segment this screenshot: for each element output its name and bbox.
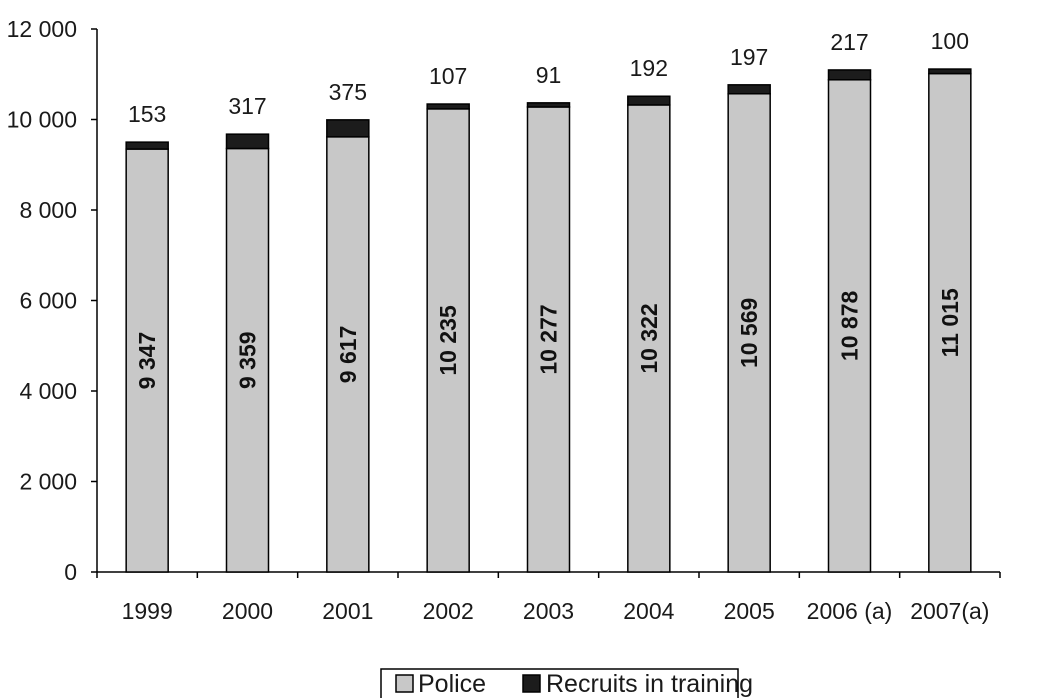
y-axis: 0 2 000 4 000 6 000 8 000 10 000 12 000 <box>7 16 98 585</box>
bar-recruits <box>827 69 872 81</box>
police-value-label: 10 277 <box>536 304 562 374</box>
x-tick-label: 2007(a) <box>910 598 989 624</box>
recruits-value-label: 192 <box>630 55 668 81</box>
x-tick-label: 2001 <box>322 598 373 624</box>
bar-police <box>827 79 872 573</box>
recruits-value-label: 375 <box>329 79 367 105</box>
recruits-value-label: 317 <box>228 93 266 119</box>
police-value-label: 10 878 <box>837 291 863 362</box>
police-value-label: 9 617 <box>335 326 361 384</box>
x-tick-label: 2002 <box>423 598 474 624</box>
legend-swatch-recruits <box>522 674 541 693</box>
y-tick-label: 6 000 <box>19 288 77 314</box>
police-value-label: 11 015 <box>937 288 963 357</box>
y-tick-label: 0 <box>64 559 77 585</box>
bar-recruits <box>727 84 771 95</box>
x-tick-label: 2000 <box>222 598 273 624</box>
bar-recruits <box>627 95 671 106</box>
bar-police <box>727 93 771 573</box>
legend-box <box>380 668 739 698</box>
police-value-label: 10 322 <box>636 303 662 373</box>
y-tick-label: 4 000 <box>19 378 77 404</box>
x-tick-label: 2004 <box>623 598 674 624</box>
y-tick-label: 12 000 <box>7 16 77 42</box>
data-labels: 153 9 347 317 9 359 375 9 617 107 10 235 91 10 27… <box>128 28 969 389</box>
legend-swatch-police <box>395 674 414 693</box>
recruits-value-label: 153 <box>128 101 166 127</box>
x-tick-label: 2003 <box>523 598 574 624</box>
recruits-value-label: 217 <box>830 29 868 55</box>
bar-recruits <box>928 68 972 75</box>
bar-recruits <box>526 102 571 108</box>
bar-police <box>627 104 671 573</box>
bar-police <box>426 108 470 573</box>
x-axis: 1999 2000 2001 2002 2003 2004 2005 2006 (a) 2007… <box>96 571 1001 624</box>
bar-recruits <box>426 103 470 110</box>
bar-recruits <box>125 141 169 150</box>
y-tick-label: 8 000 <box>19 197 77 223</box>
recruits-value-label: 197 <box>730 44 768 70</box>
recruits-value-label: 100 <box>931 28 969 54</box>
police-value-label: 10 569 <box>736 298 762 368</box>
bar-police <box>928 72 972 573</box>
x-tick-label: 2006 (a) <box>807 598 893 624</box>
y-tick-label: 10 000 <box>7 107 77 133</box>
police-value-label: 9 347 <box>134 332 160 390</box>
x-tick-label: 1999 <box>122 598 173 624</box>
bar-police <box>326 136 370 573</box>
bar-recruits <box>225 133 270 150</box>
y-tick-label: 2 000 <box>19 469 77 495</box>
legend-label-police: Police <box>418 670 486 698</box>
bar-recruits <box>326 119 370 138</box>
bar-police <box>526 106 571 573</box>
police-value-label: 10 235 <box>435 305 461 376</box>
recruits-value-label: 91 <box>536 62 562 88</box>
legend: Police Recruits in training <box>380 668 753 698</box>
x-tick-label: 2005 <box>724 598 775 624</box>
bars <box>125 68 972 573</box>
legend-label-recruits: Recruits in training <box>546 670 753 698</box>
police-value-label: 9 359 <box>235 331 261 389</box>
recruits-value-label: 107 <box>429 63 467 89</box>
